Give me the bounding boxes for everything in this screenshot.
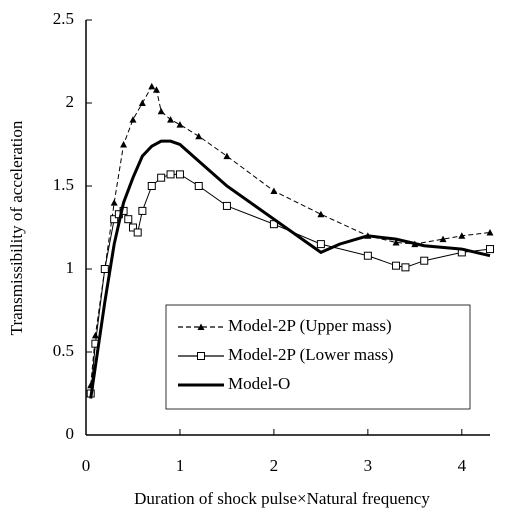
marker — [133, 228, 142, 237]
x-tick-label: 4 — [458, 456, 467, 475]
line — [89, 139, 491, 399]
marker — [148, 82, 156, 90]
marker — [270, 187, 278, 194]
marker — [439, 235, 447, 243]
legend-box — [165, 304, 471, 410]
x-axis-label: Duration of shock pulse×Natural frequenc… — [134, 489, 430, 508]
marker — [138, 206, 147, 215]
marker — [175, 170, 184, 179]
marker — [147, 182, 156, 190]
marker — [392, 261, 401, 270]
y-tick-label: 1 — [66, 258, 75, 277]
marker — [152, 86, 160, 93]
legend-label: Model-2P (Lower mass) — [228, 345, 394, 364]
marker — [157, 173, 166, 182]
marker — [420, 256, 429, 265]
marker — [401, 263, 410, 272]
y-tick-label: 1.5 — [53, 175, 74, 194]
y-axis-label: Transmissibility of acceleration — [7, 120, 26, 335]
y-tick-label: 2 — [66, 92, 75, 111]
marker — [100, 265, 109, 273]
x-tick-label: 3 — [364, 456, 373, 475]
marker — [486, 245, 494, 254]
x-tick-label: 1 — [176, 456, 185, 475]
marker — [120, 141, 128, 148]
marker — [222, 201, 231, 210]
marker — [167, 116, 175, 123]
marker — [110, 215, 119, 224]
x-tick-label: 0 — [82, 456, 91, 475]
y-tick-label: 0 — [66, 424, 75, 443]
marker — [195, 132, 203, 140]
marker — [317, 210, 325, 218]
marker — [91, 331, 99, 339]
marker — [128, 223, 137, 232]
marker — [166, 170, 175, 179]
marker — [129, 116, 137, 123]
line — [90, 85, 491, 386]
marker — [392, 238, 400, 246]
marker — [486, 228, 494, 236]
marker — [197, 323, 205, 330]
marker — [316, 240, 325, 249]
x-tick-label: 2 — [270, 456, 279, 475]
marker — [194, 182, 203, 190]
marker — [157, 107, 165, 115]
legend-label: Model-2P (Upper mass) — [228, 316, 392, 335]
marker — [176, 121, 184, 128]
marker — [110, 199, 118, 206]
marker — [458, 232, 466, 239]
marker — [197, 352, 205, 360]
y-tick-label: 2.5 — [53, 9, 74, 28]
marker — [363, 251, 372, 260]
y-tick-label: 0.5 — [53, 341, 74, 360]
marker — [223, 152, 231, 160]
marker — [138, 99, 146, 106]
legend-label: Model-O — [228, 374, 290, 393]
marker — [124, 215, 133, 224]
